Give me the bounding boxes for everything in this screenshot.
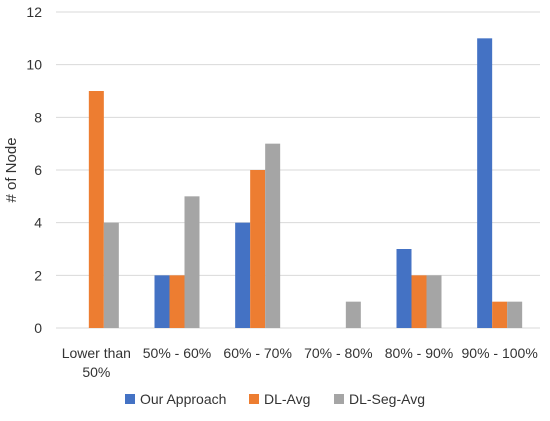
bar-dl-avg xyxy=(250,170,266,328)
y-tick-label: 8 xyxy=(34,109,42,125)
x-tick-label: 90% - 100% xyxy=(462,345,538,361)
y-tick-label: 0 xyxy=(34,320,42,336)
legend-swatch-dl-seg-avg xyxy=(334,394,344,404)
bar-our-approach xyxy=(477,38,493,328)
legend-label-our-approach: Our Approach xyxy=(140,391,226,407)
legend-label-dl-seg-avg: DL-Seg-Avg xyxy=(349,391,425,407)
y-tick-label: 12 xyxy=(26,4,42,20)
bar-our-approach xyxy=(235,222,251,328)
bar-dl-avg xyxy=(88,91,104,328)
bar-dl-avg xyxy=(169,275,185,328)
y-tick-label: 6 xyxy=(34,162,42,178)
x-tick-label: 80% - 90% xyxy=(385,345,453,361)
x-tick-label: 70% - 80% xyxy=(304,345,372,361)
y-axis-title: # of Node xyxy=(3,137,20,202)
legend: Our Approach DL-Avg DL-Seg-Avg xyxy=(125,391,425,407)
legend-swatch-our-approach xyxy=(125,394,135,404)
legend-label-dl-avg: DL-Avg xyxy=(264,391,310,407)
y-axis-ticks: 0 2 4 6 8 10 12 xyxy=(26,4,42,336)
bar-our-approach xyxy=(396,249,412,328)
y-tick-label: 4 xyxy=(34,215,42,231)
bar-dl-seg-avg xyxy=(345,301,361,328)
x-tick-label: Lower than 50% xyxy=(62,345,131,380)
y-tick-label: 10 xyxy=(26,57,42,73)
x-tick-label: 60% - 70% xyxy=(223,345,291,361)
bar-dl-seg-avg xyxy=(426,275,442,328)
bars xyxy=(88,38,523,328)
bar-dl-avg xyxy=(492,301,508,328)
bar-dl-seg-avg xyxy=(265,143,281,328)
x-tick-label: 50% - 60% xyxy=(143,345,211,361)
x-axis-ticks: Lower than 50% 50% - 60% 60% - 70% 70% - 80%… xyxy=(62,345,538,380)
legend-swatch-dl-avg xyxy=(249,394,259,404)
bar-our-approach xyxy=(154,275,170,328)
bar-dl-avg xyxy=(411,275,427,328)
y-tick-label: 2 xyxy=(34,267,42,283)
bar-dl-seg-avg xyxy=(507,301,523,328)
bar-dl-seg-avg xyxy=(103,222,119,328)
grid-lines xyxy=(56,11,540,329)
bar-dl-seg-avg xyxy=(184,196,200,328)
